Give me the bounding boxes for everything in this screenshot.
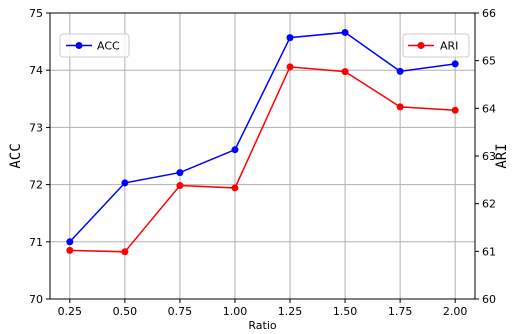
left-tick-label: 71 <box>29 236 43 249</box>
x-axis-title: Ratio <box>248 319 277 332</box>
right-axis-ticks: 60 61 62 63 64 65 66 <box>475 7 496 306</box>
series-layer <box>66 28 459 256</box>
right-tick-label: 61 <box>482 245 496 258</box>
x-tick-label: 0.75 <box>168 305 193 318</box>
x-tick-label: 1.25 <box>278 305 303 318</box>
x-tick-label: 0.25 <box>58 305 83 318</box>
x-tick-label: 2.00 <box>443 305 468 318</box>
series-point-ari <box>176 182 184 190</box>
legend-ari-marker <box>417 42 425 49</box>
left-tick-label: 75 <box>29 7 43 20</box>
series-point-ari <box>341 68 349 76</box>
right-tick-label: 62 <box>482 198 496 211</box>
right-tick-label: 65 <box>482 55 496 68</box>
legend-ari-label: ARI <box>440 40 458 53</box>
series-point-acc <box>231 146 239 154</box>
series-point-ari <box>66 246 74 254</box>
legend-ari: ARI <box>402 33 470 58</box>
series-point-acc <box>451 60 459 68</box>
right-tick-label: 66 <box>482 7 496 20</box>
series-point-acc <box>66 238 74 246</box>
left-axis-ticks: 70 71 72 73 74 75 <box>29 7 50 306</box>
right-tick-label: 64 <box>482 102 496 115</box>
x-tick-label: 0.50 <box>113 305 138 318</box>
x-tick-label: 1.00 <box>223 305 248 318</box>
series-point-acc <box>121 179 129 187</box>
series-point-ari <box>286 63 294 71</box>
right-tick-label: 60 <box>482 293 496 306</box>
left-tick-label: 72 <box>29 179 43 192</box>
series-point-acc <box>341 28 349 36</box>
series-point-ari <box>451 106 459 114</box>
x-axis-ticks: 0.25 0.50 0.75 1.00 1.25 1.50 1.75 2.00 <box>58 299 468 318</box>
right-tick-label: 63 <box>482 150 496 163</box>
legend-acc-frame <box>59 33 130 58</box>
left-axis-title: ACC <box>8 143 24 168</box>
legend-acc-marker <box>75 42 83 49</box>
series-point-ari <box>231 184 239 192</box>
left-tick-label: 73 <box>29 121 43 134</box>
series-point-acc <box>176 169 184 177</box>
x-tick-label: 1.75 <box>388 305 413 318</box>
series-point-ari <box>121 248 129 256</box>
left-tick-label: 74 <box>29 64 43 77</box>
legend-acc-label: ACC <box>97 40 120 53</box>
series-line-ari <box>69 66 456 253</box>
right-axis-title: ARI <box>494 143 510 168</box>
left-tick-label: 70 <box>29 293 43 306</box>
series-point-acc <box>286 34 294 42</box>
series-point-ari <box>396 103 404 111</box>
series-line-acc <box>69 31 456 243</box>
legend-ari-frame <box>402 33 470 58</box>
legend-acc: ACC <box>59 33 130 58</box>
series-point-acc <box>396 67 404 75</box>
x-tick-label: 1.50 <box>333 305 358 318</box>
